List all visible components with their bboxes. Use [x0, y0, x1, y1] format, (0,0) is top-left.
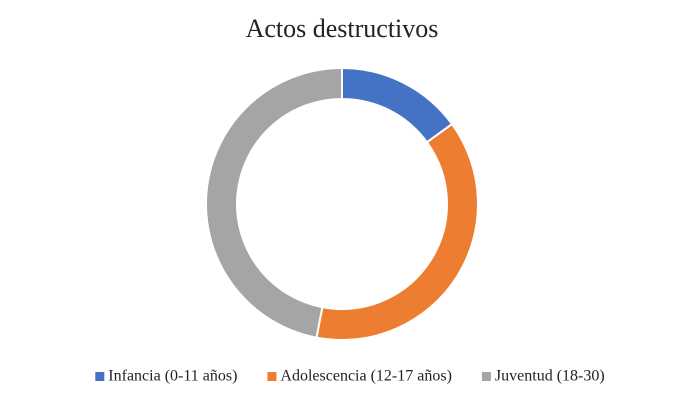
legend-label: Juventud (18-30): [495, 368, 605, 385]
donut-segment: [205, 66, 343, 339]
legend-swatch: [267, 372, 277, 381]
chart-title: Actos destructivos: [246, 14, 439, 43]
legend-swatch: [481, 372, 491, 381]
legend-label: Infancia (0-11 años): [108, 368, 237, 385]
legend-swatch: [95, 372, 105, 381]
legend-label: Adolescencia (12-17 años): [280, 368, 452, 385]
